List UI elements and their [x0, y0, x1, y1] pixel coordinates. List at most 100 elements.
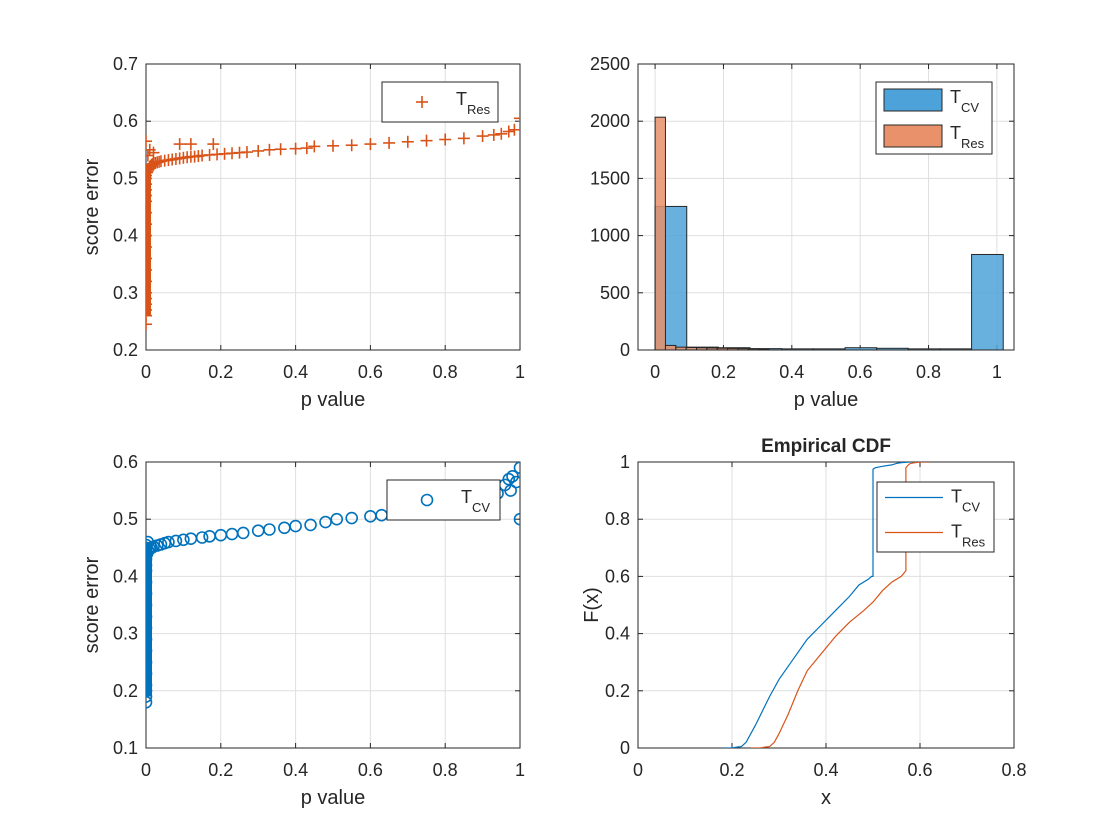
x-tick-label: 0.2 — [208, 760, 233, 780]
data-point — [236, 526, 250, 540]
legend-box — [381, 81, 499, 123]
y-tick-label: 2500 — [590, 54, 630, 74]
legend-label-main: T — [950, 87, 961, 107]
histogram-bar — [675, 346, 687, 350]
y-tick-label: 0.1 — [113, 738, 138, 758]
histogram-bar — [727, 347, 739, 350]
x-tick-label: 0.8 — [1001, 760, 1026, 780]
histogram-bar — [939, 348, 973, 350]
x-tick-label: 0 — [633, 760, 643, 780]
legend-label-subscript: CV — [962, 500, 980, 515]
legend-label-subscript: CV — [472, 500, 490, 515]
data-point — [177, 533, 190, 547]
x-tick-label: 0.6 — [358, 362, 383, 382]
x-tick-label: 0 — [650, 362, 660, 382]
panel-score-error-tcv: 0 0.2 0.4 0.6 0.8 1 0.1 0.2 0.3 0.4 0.5 0.6 p value s… — [81, 452, 525, 809]
histogram-bar — [747, 348, 760, 350]
x-tick-label: 1 — [515, 362, 525, 382]
y-tick-label: 0.4 — [113, 226, 138, 246]
legend-swatch — [883, 124, 943, 148]
x-tick-label: 0 — [141, 362, 151, 382]
legend-label-subscript: Res — [467, 102, 491, 117]
data-point — [319, 515, 332, 529]
data-point — [146, 587, 153, 600]
y-tick-label: 0.2 — [113, 681, 138, 701]
data-point — [502, 472, 516, 486]
data-point — [146, 695, 153, 709]
x-tick-label: 0.2 — [719, 760, 744, 780]
data-point — [345, 511, 359, 525]
histogram-bar — [907, 348, 941, 350]
y-tick-label: 0.6 — [605, 566, 630, 586]
histogram-bar — [758, 348, 770, 350]
y-tick-label: 0.4 — [605, 624, 630, 644]
legend-label-main: T — [951, 522, 962, 542]
y-tick-label: 0.2 — [605, 681, 630, 701]
y-tick-label: 1500 — [590, 168, 630, 188]
x-tick-label: 0.2 — [711, 362, 736, 382]
data-point — [162, 535, 175, 549]
histogram-bar — [706, 347, 718, 350]
legend-label-main: T — [456, 89, 467, 109]
chart-title: Empirical CDF — [761, 436, 891, 457]
histogram-bar — [812, 348, 846, 350]
plot-area — [722, 462, 930, 748]
legend-label-subscript: Res — [961, 136, 985, 151]
y-tick-label: 0.4 — [113, 566, 138, 586]
y-axis-label: score error — [81, 158, 103, 255]
data-point — [509, 475, 520, 489]
data-point — [146, 684, 153, 698]
y-tick-label: 0.3 — [113, 283, 138, 303]
x-axis-label: p value — [301, 389, 366, 411]
data-point — [146, 621, 153, 635]
x-tick-label: 0.8 — [433, 760, 458, 780]
y-tick-label: 0.8 — [605, 509, 630, 529]
data-point — [146, 564, 153, 577]
data-point — [195, 531, 209, 544]
data-point — [146, 667, 153, 680]
x-tick-label: 0.4 — [283, 362, 308, 382]
legend-label-main: T — [951, 487, 962, 507]
histogram-bar — [876, 347, 909, 350]
data-point — [146, 558, 153, 572]
legend: TCV — [386, 479, 501, 521]
histogram-bar — [654, 116, 666, 350]
legend-marker-circle — [420, 493, 434, 507]
histogram-bar — [664, 344, 677, 350]
data-point — [146, 678, 153, 692]
x-tick-label: 1 — [515, 760, 525, 780]
legend-label-main: T — [461, 487, 472, 507]
data-point — [513, 462, 520, 475]
x-axis-label: p value — [794, 389, 859, 411]
legend-label-subscript: CV — [961, 100, 979, 115]
histogram-bar — [685, 346, 698, 350]
data-point — [146, 610, 153, 623]
histogram-bar — [971, 253, 1004, 350]
panel-score-error-tres: 0 0.2 0.4 0.6 0.8 10.20.30.40.50.60.7p values… — [81, 54, 525, 411]
x-axis-label: p value — [301, 787, 366, 809]
y-tick-label: 500 — [600, 283, 630, 303]
y-tick-label: 1 — [620, 452, 630, 472]
x-tick-label: 0.2 — [208, 362, 233, 382]
data-point — [146, 633, 153, 646]
x-tick-label: 0.6 — [358, 760, 383, 780]
x-tick-label: 0.6 — [848, 362, 873, 382]
histogram-bar — [781, 348, 814, 350]
x-tick-label: 0.4 — [283, 760, 308, 780]
x-tick-label: 0.8 — [433, 362, 458, 382]
cdf-line — [750, 462, 930, 748]
data-point — [146, 598, 153, 612]
data-point — [304, 518, 317, 532]
data-point — [146, 690, 153, 703]
x-tick-label: 0.8 — [916, 362, 941, 382]
x-tick-label: 0.4 — [813, 760, 838, 780]
y-tick-label: 0 — [620, 738, 630, 758]
data-point — [330, 512, 344, 526]
y-tick-label: 0.2 — [113, 340, 138, 360]
y-tick-label: 0.6 — [113, 111, 138, 131]
data-point — [146, 644, 153, 658]
